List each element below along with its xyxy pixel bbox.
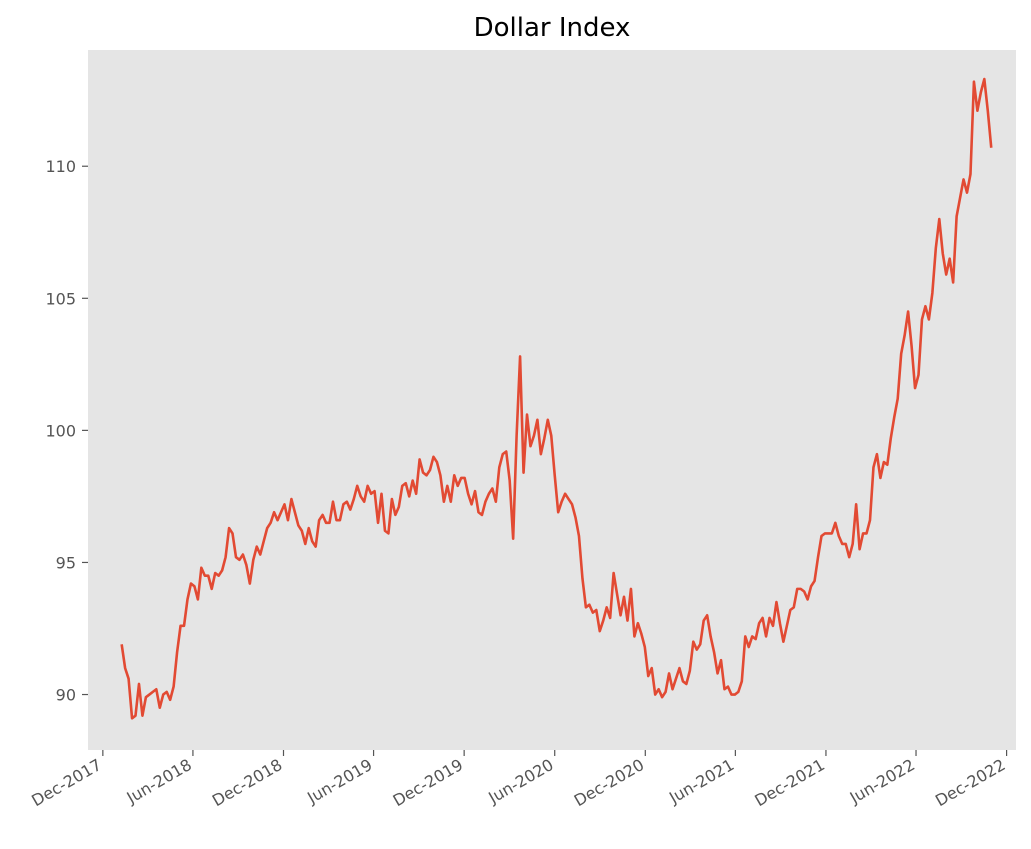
- x-tick-label: Dec-2021: [751, 755, 828, 810]
- y-tick-label: 105: [45, 289, 76, 308]
- chart-title: Dollar Index: [474, 13, 631, 43]
- x-tick-label: Jun-2020: [484, 755, 556, 808]
- x-tick-label: Dec-2017: [28, 755, 105, 810]
- y-tick-label: 100: [45, 421, 76, 440]
- y-axis: 90 95 100 105 110: [45, 157, 88, 705]
- y-tick-label: 95: [56, 553, 76, 572]
- x-tick-label: Dec-2020: [571, 755, 648, 810]
- x-tick-label: Dec-2022: [932, 755, 1009, 810]
- x-tick-label: Jun-2021: [665, 755, 737, 808]
- x-axis: Dec-2017 Jun-2018 Dec-2018 Jun-2019 Dec-2019…: [28, 750, 1009, 810]
- x-tick-label: Jun-2019: [303, 755, 375, 808]
- series-line-dollar-index: [120, 77, 993, 720]
- x-tick-label: Dec-2018: [209, 755, 286, 810]
- y-tick-label: 110: [45, 157, 76, 176]
- plot-background: [88, 50, 1016, 750]
- y-tick-label: 90: [56, 686, 76, 705]
- x-tick-label: Jun-2018: [123, 755, 195, 808]
- x-tick-label: Jun-2022: [846, 755, 918, 808]
- x-tick-label: Dec-2019: [390, 755, 467, 810]
